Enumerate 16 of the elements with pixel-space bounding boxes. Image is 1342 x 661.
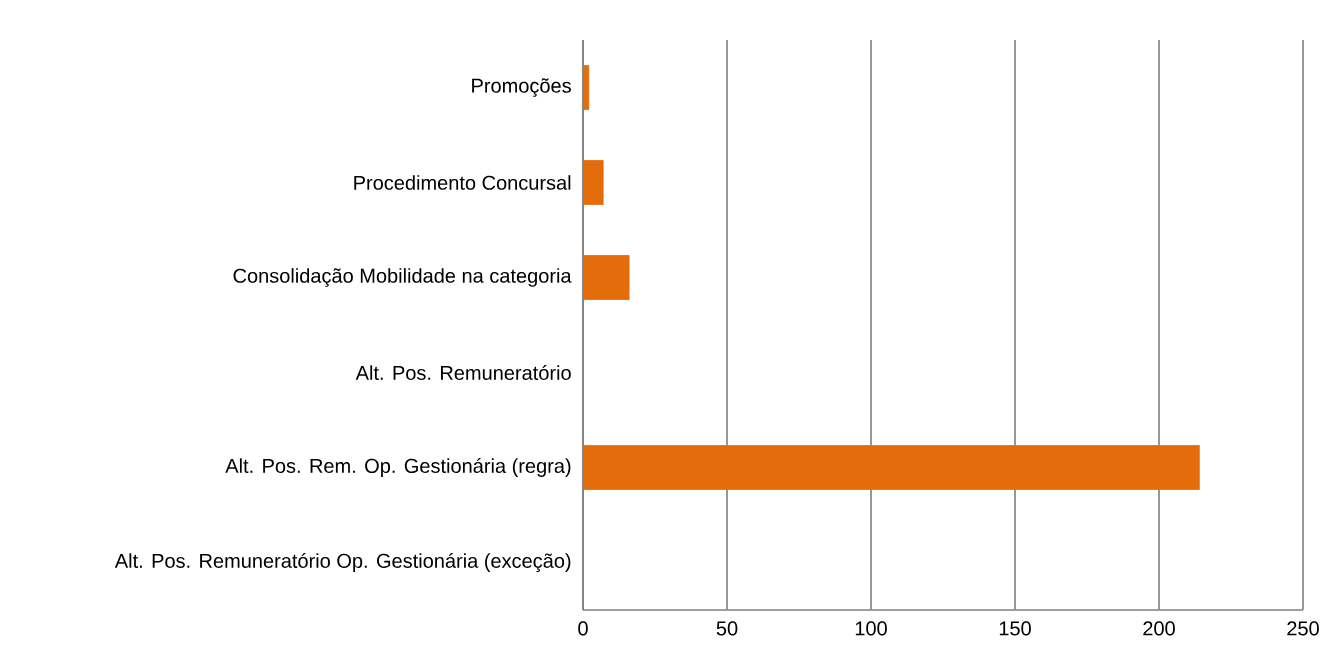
y-tick-label: Promoções [472,78,571,97]
x-tick-label: 200 [1143,621,1175,636]
x-tick-label: 250 [1287,621,1319,636]
y-tick-label: Alt. Pos. Rem. Op. Gestionária (regra) [225,458,571,477]
bar [583,65,590,110]
x-tick-label: 0 [578,621,588,636]
y-tick-label: Alt. Pos. Remuneratório [355,365,571,380]
bar [583,255,630,300]
y-tick-label: Alt. Pos. Remuneratório Op. Gestionária (exceção) [114,553,571,572]
x-tick-label: 100 [855,621,887,636]
x-tick-label: 50 [716,621,738,636]
y-tick-label: Procedimento Concursal [354,175,571,190]
bar [583,160,604,205]
y-tick-label: Consolidação Mobilidade na categoria [233,268,572,287]
bar [583,445,1200,490]
x-tick-label: 150 [999,621,1031,636]
